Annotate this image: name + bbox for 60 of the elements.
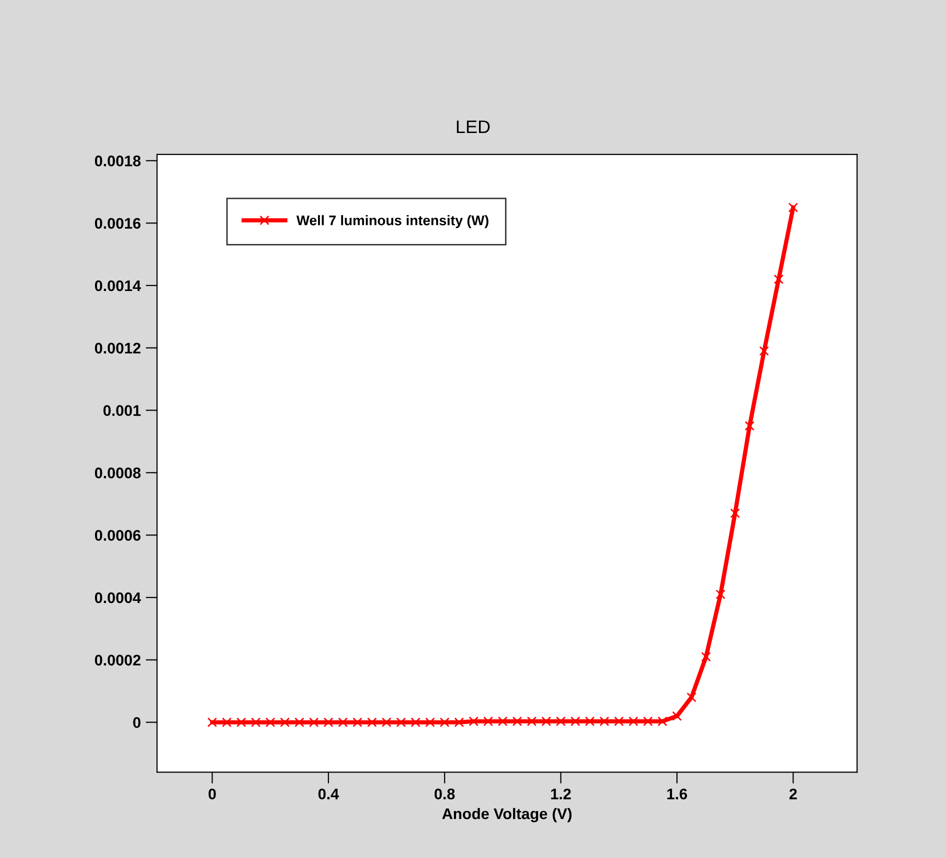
y-tick-label: 0.0012 [94,342,140,354]
point [526,716,537,726]
point [643,716,653,726]
point [454,717,464,728]
point [686,692,696,702]
point [512,716,522,726]
point [410,717,420,728]
point [396,717,406,728]
y-tick-label: 0.0016 [94,218,141,229]
y-tick-label: 0.0002 [94,654,140,666]
y-tick-label: 0.0014 [94,280,141,292]
point [236,717,246,728]
x-tick-label: 0.8 [434,788,455,800]
point [338,717,348,728]
point [672,711,682,721]
point [570,716,580,726]
point [425,717,435,728]
y-tick-label: 0.001 [103,405,141,416]
x-tick-label: 0.4 [318,788,339,800]
x-tick-label: 1.2 [551,788,571,800]
point [730,508,740,518]
legend-label: Well 7 luminous intensity (W) [296,215,488,228]
point [294,717,304,728]
point [265,717,276,728]
x-tick-label: 1.6 [667,788,688,800]
y-tick-label: 0 [133,717,140,728]
point [744,421,754,431]
point [280,717,290,728]
point [222,717,232,728]
point [759,346,769,356]
point [788,202,798,212]
point [600,716,610,726]
point [352,717,362,728]
y-tick-label: 0.0018 [94,156,141,166]
y-tick-label: 0.0008 [94,468,141,478]
point [367,717,377,728]
x-axis-title: Anode Voltage (V) [442,808,572,822]
point [440,717,450,728]
y-tick-label: 0.0006 [94,530,141,541]
x-tick-label: 0 [208,788,216,800]
point [207,717,218,728]
point [541,716,552,726]
point [250,717,261,728]
point [324,717,334,728]
point [556,716,566,726]
point [498,716,508,726]
point [701,652,711,662]
point [584,716,595,726]
point [382,717,392,728]
point [658,716,668,726]
point [628,716,638,726]
point [483,716,494,726]
point [309,717,319,728]
point [614,716,624,726]
point [468,716,479,726]
y-tick-label: 0.0004 [94,592,141,604]
x-tick-label: 2 [789,788,797,800]
point [774,274,784,284]
chart-title: LED [456,120,490,133]
point [716,590,726,600]
